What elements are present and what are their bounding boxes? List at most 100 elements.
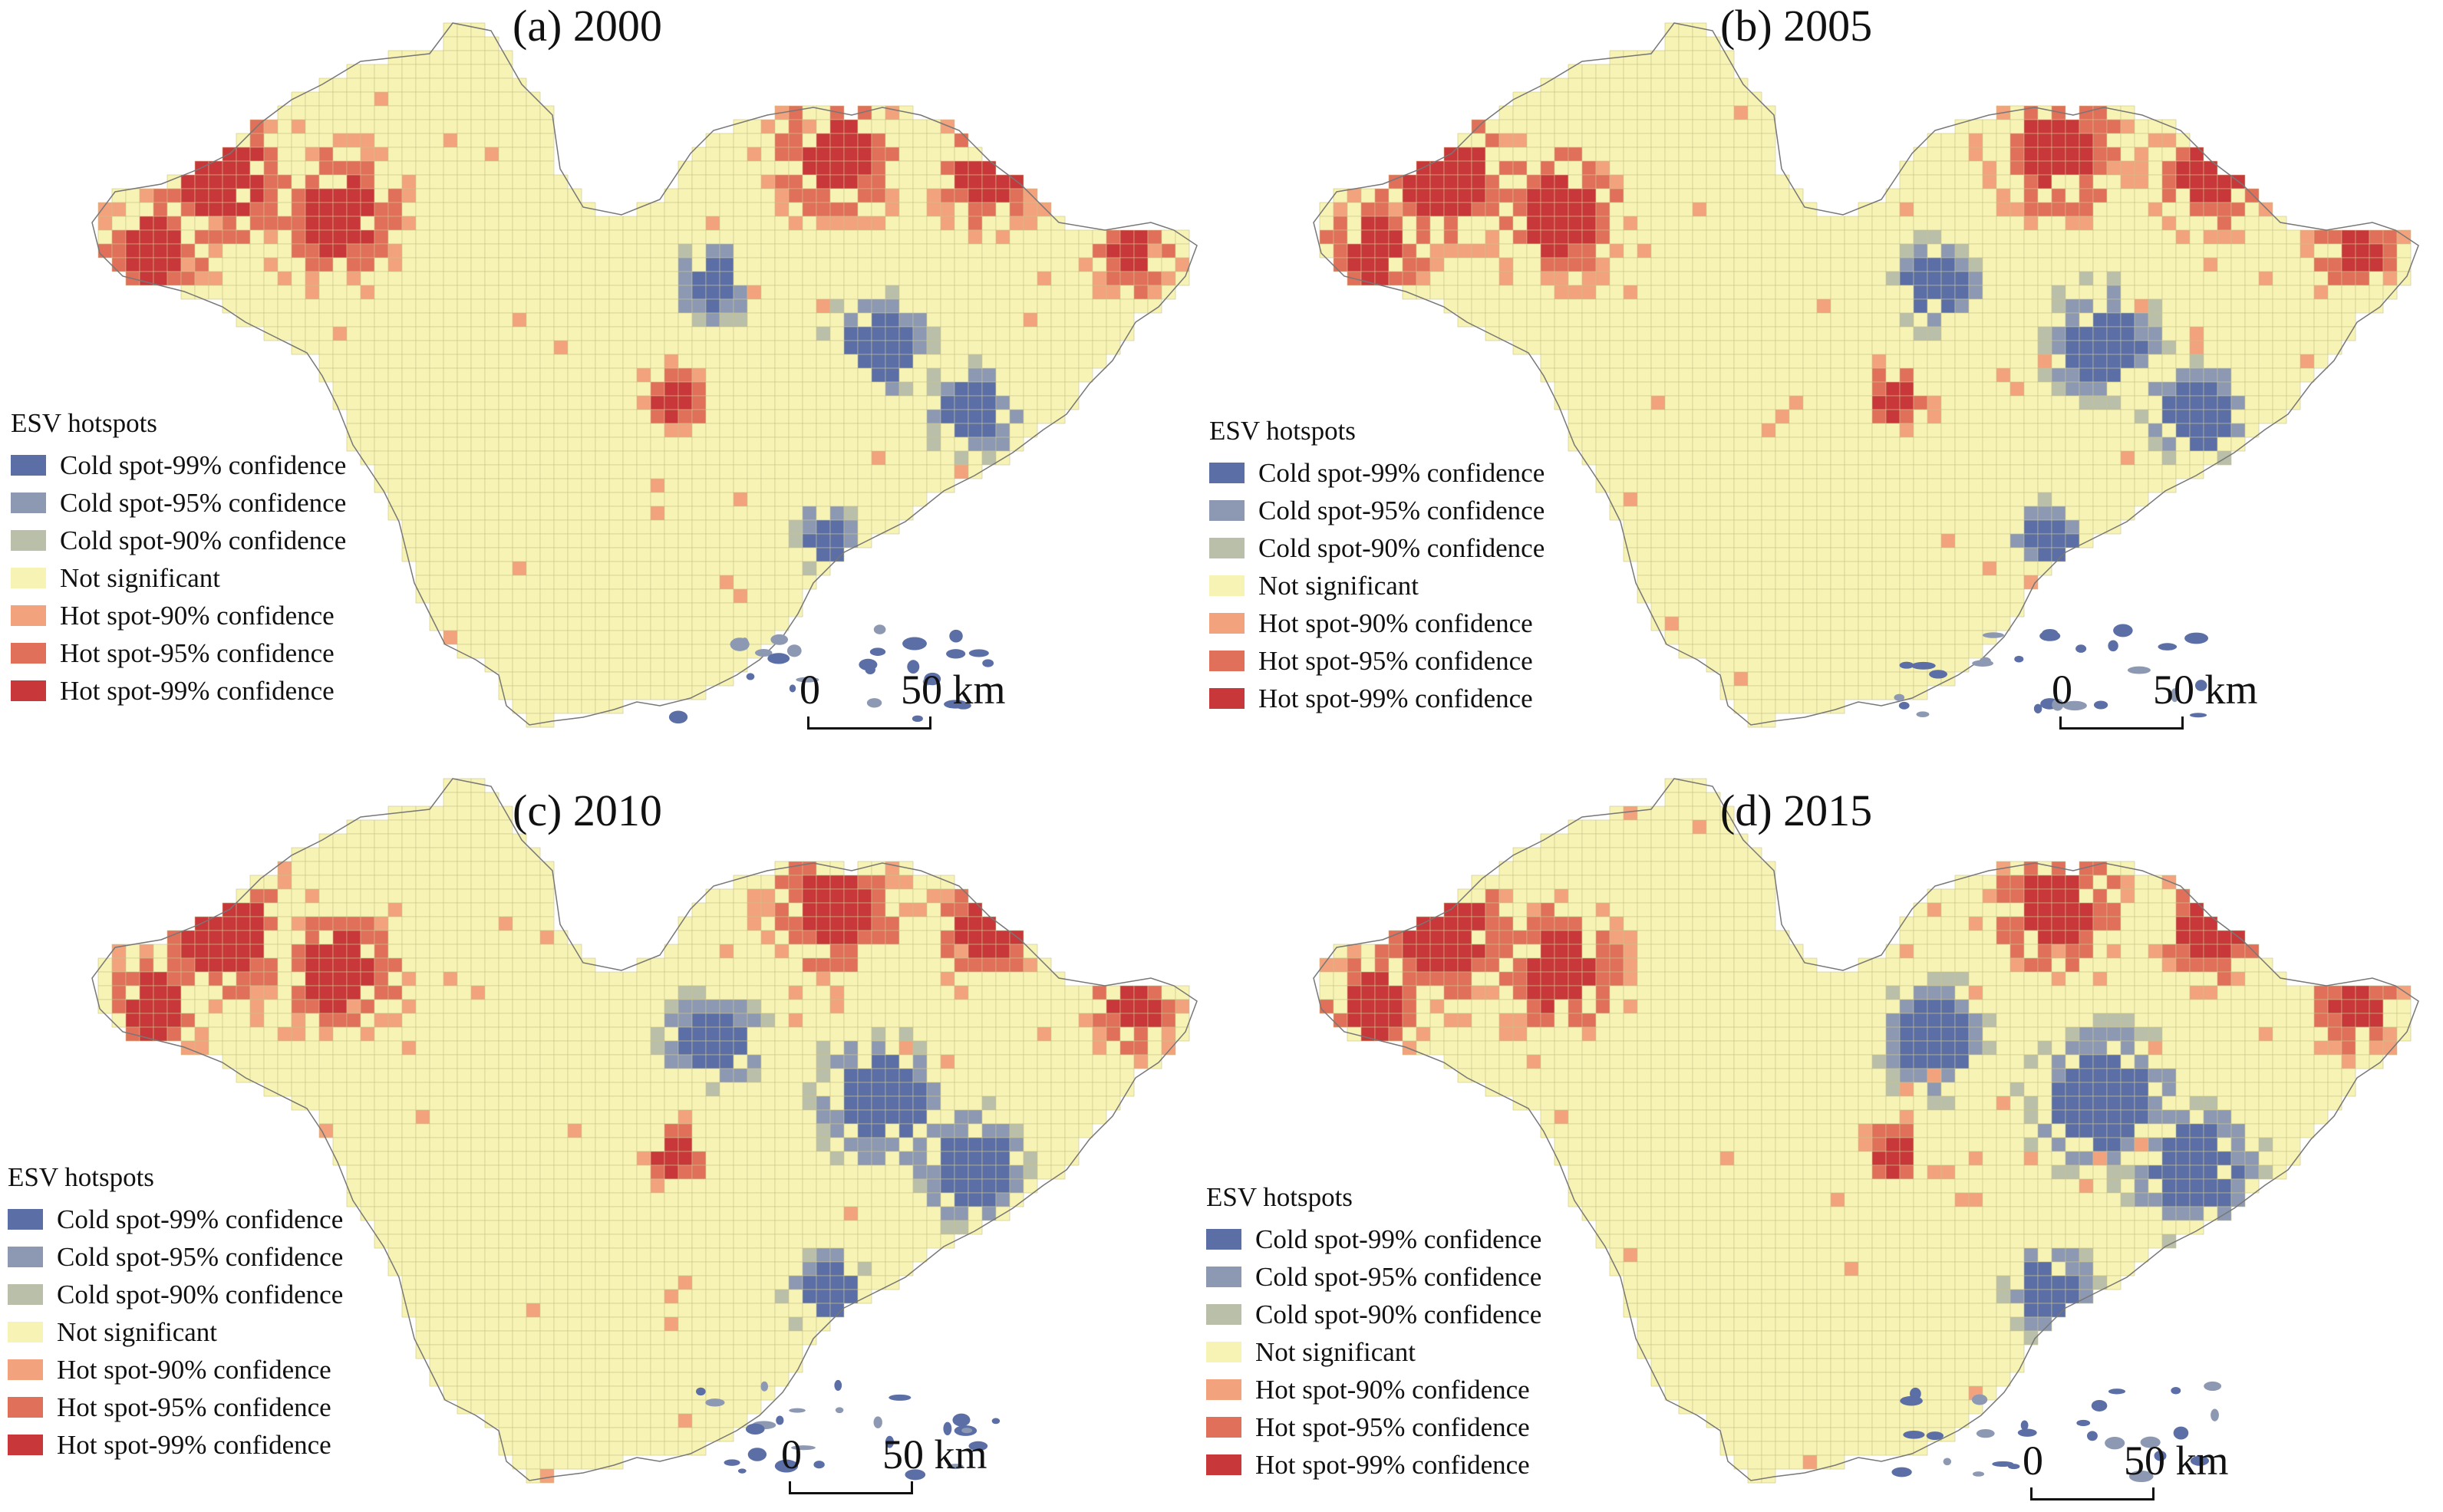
legend-item: Hot spot-95% confidence — [8, 1388, 343, 1426]
legend: ESV hotspots Cold spot-99% confidence Col… — [1206, 1182, 1541, 1484]
island — [2075, 644, 2087, 653]
island — [2194, 680, 2207, 691]
scale-bar: 0 50 km — [2052, 666, 2258, 730]
hotspot-map — [91, 778, 1198, 1484]
legend-swatch — [1206, 1417, 1241, 1438]
island — [1943, 1458, 1952, 1466]
legend-label: Hot spot-90% confidence — [57, 1354, 331, 1385]
island — [924, 672, 941, 686]
island — [786, 644, 802, 657]
island — [2105, 1436, 2125, 1450]
island — [737, 1468, 747, 1474]
legend-label: Hot spot-95% confidence — [60, 637, 335, 668]
legend-label: Cold spot-95% confidence — [1258, 495, 1545, 525]
legend-swatch — [1206, 1267, 1241, 1287]
island — [1903, 1430, 1925, 1439]
legend-item: Hot spot-99% confidence — [8, 1426, 343, 1464]
legend-swatch — [8, 1247, 43, 1267]
panel-title: (c) 2010 — [513, 786, 662, 835]
legend-label: Cold spot-90% confidence — [1255, 1299, 1542, 1329]
legend-swatch — [1209, 688, 1245, 709]
legend-item: Hot spot-90% confidence — [11, 597, 346, 634]
legend-item: Hot spot-90% confidence — [1209, 604, 1545, 642]
legend-swatch — [8, 1209, 43, 1230]
island — [2017, 1428, 2037, 1437]
island — [2128, 1470, 2154, 1483]
legend-swatch — [8, 1435, 43, 1455]
island — [902, 637, 927, 651]
legend: ESV hotspots Cold spot-99% confidence Col… — [11, 408, 346, 710]
legend-title: ESV hotspots — [8, 1162, 154, 1192]
legend-item: Cold spot-95% confidence — [11, 484, 346, 522]
legend-item: Hot spot-90% confidence — [1206, 1371, 1541, 1408]
legend-label: Cold spot-99% confidence — [57, 1204, 344, 1234]
legend-label: Cold spot-90% confidence — [60, 525, 347, 555]
scale-zero-label: 0 — [781, 1431, 802, 1477]
island — [2086, 1431, 2098, 1441]
island — [2171, 688, 2179, 703]
island — [946, 649, 966, 659]
legend-label: Hot spot-99% confidence — [1258, 683, 1533, 713]
island — [982, 659, 994, 667]
legend-swatch — [1209, 463, 1245, 483]
legend-label: Cold spot-95% confidence — [60, 487, 347, 518]
island — [905, 1469, 926, 1481]
legend-swatch — [1206, 1379, 1241, 1400]
island — [2158, 643, 2178, 651]
island — [791, 1445, 816, 1451]
island — [767, 653, 790, 664]
island — [2076, 1419, 2091, 1427]
map-panel-2010: (c) 2010 ESV hotspots Cold spot-99% conf… — [0, 756, 1222, 1511]
island — [2173, 1426, 2189, 1440]
legend-label: Not significant — [1255, 1336, 1416, 1367]
legend-swatch — [11, 492, 46, 513]
legend-item: Cold spot-90% confidence — [1209, 529, 1545, 567]
island — [873, 1416, 882, 1428]
map-panel-2000: (a) 2000 ESV hotspots Cold spot-99% conf… — [0, 0, 1222, 756]
scale-max-label: 50 km — [882, 1431, 987, 1477]
island — [705, 1398, 725, 1407]
legend-swatch — [1206, 1304, 1241, 1325]
legend-label: Hot spot-99% confidence — [1255, 1449, 1530, 1480]
island — [943, 1421, 952, 1436]
island — [2091, 1399, 2108, 1412]
scale-bar: 0 50 km — [2023, 1437, 2229, 1500]
island — [747, 1448, 767, 1461]
island — [2062, 700, 2087, 711]
island — [961, 1428, 973, 1434]
legend: ESV hotspots Cold spot-99% confidence Col… — [8, 1162, 343, 1464]
legend-label: Hot spot-90% confidence — [1258, 608, 1533, 638]
hotspot-map — [91, 22, 1198, 728]
island — [955, 701, 971, 710]
island — [1926, 1431, 1944, 1441]
legend-label: Cold spot-90% confidence — [1258, 532, 1545, 563]
scale-bar: 0 50 km — [781, 1431, 987, 1494]
legend-label: Hot spot-95% confidence — [1258, 645, 1533, 676]
legend-label: Cold spot-95% confidence — [1255, 1261, 1542, 1292]
island — [760, 1381, 769, 1392]
island — [2108, 640, 2118, 652]
legend-item: Hot spot-95% confidence — [11, 634, 346, 672]
island — [2020, 1420, 2029, 1431]
island — [2033, 703, 2042, 713]
island — [2154, 1451, 2167, 1461]
island — [2171, 1387, 2181, 1395]
island — [2140, 1436, 2161, 1448]
island — [796, 677, 819, 683]
legend-swatch — [1206, 1229, 1241, 1250]
legend-item: Not significant — [1209, 567, 1545, 604]
legend-swatch — [1209, 651, 1245, 671]
island — [1929, 670, 1948, 679]
island — [2014, 655, 2024, 663]
legend-swatch — [8, 1359, 43, 1380]
legend-swatch — [1209, 500, 1245, 521]
scale-bar: 0 50 km — [799, 666, 1006, 730]
island — [774, 1459, 799, 1473]
island — [813, 1461, 825, 1469]
legend-label: Cold spot-99% confidence — [1255, 1224, 1542, 1254]
island — [869, 647, 886, 656]
island — [789, 684, 796, 693]
island — [2190, 1455, 2210, 1466]
legend-label: Hot spot-99% confidence — [60, 675, 335, 706]
legend-item: Cold spot-95% confidence — [8, 1238, 343, 1276]
